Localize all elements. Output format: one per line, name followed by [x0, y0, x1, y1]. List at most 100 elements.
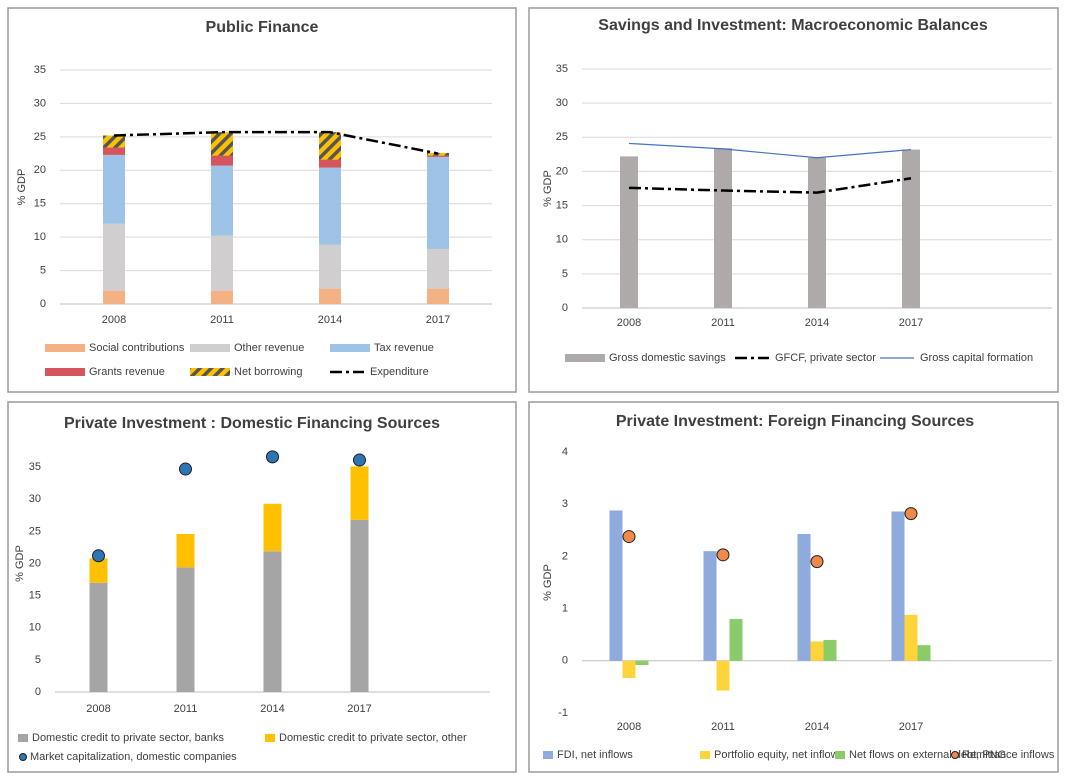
y-tick-label: 15: [34, 198, 46, 210]
bar: [103, 154, 125, 224]
bar: [714, 148, 732, 308]
y-tick-label: 35: [556, 63, 568, 75]
legend-swatch: [45, 344, 85, 352]
line: [113, 130, 439, 155]
x-tick-label: 2014: [318, 314, 342, 326]
y-tick-label: 10: [29, 622, 41, 634]
y-tick-label: 35: [29, 461, 41, 473]
bar: [609, 510, 623, 661]
x-tick-label: 2017: [899, 317, 923, 329]
bar: [797, 533, 811, 661]
bar: [427, 249, 449, 289]
legend-swatch: [190, 368, 230, 376]
y-axis-label: % GDP: [542, 564, 554, 601]
y-axis-label: % GDP: [542, 170, 554, 207]
legend-label: GFCF, private sector: [775, 352, 876, 364]
legend-swatch: [330, 344, 370, 352]
legend-swatch: [835, 751, 845, 759]
legend-label: Expenditure: [370, 366, 429, 378]
bar: [211, 290, 233, 304]
legend-swatch: [565, 354, 605, 362]
x-tick-label: 2017: [426, 314, 450, 326]
bar: [902, 149, 920, 308]
bar: [89, 558, 108, 583]
chart-title: Private Investment: Foreign Financing So…: [616, 413, 974, 430]
bar: [808, 157, 826, 308]
bar: [635, 660, 649, 665]
bar: [211, 165, 233, 236]
y-tick-label: 15: [29, 590, 41, 602]
y-tick-label: 0: [562, 655, 568, 667]
y-tick-label: 10: [556, 234, 568, 246]
legend-swatch: [951, 751, 959, 759]
bar: [211, 235, 233, 291]
dot: [904, 507, 918, 521]
bar: [427, 152, 449, 156]
legend-swatch: [543, 751, 553, 759]
x-tick-label: 2011: [174, 703, 198, 715]
y-tick-label: 1: [562, 603, 568, 615]
y-tick-label: 5: [35, 654, 41, 666]
y-tick-label: 20: [556, 165, 568, 177]
bar: [263, 551, 282, 692]
legend-label: Net borrowing: [234, 366, 302, 378]
dot: [716, 548, 730, 562]
y-tick-label: 20: [29, 557, 41, 569]
legend-swatch: [265, 734, 275, 742]
y-tick-label: 20: [34, 164, 46, 176]
panel-frame: [7, 401, 517, 773]
legend-label: Social contributions: [89, 342, 185, 354]
legend-label: Remittance inflows: [962, 749, 1055, 761]
bar: [729, 619, 743, 661]
legend-swatch: [700, 751, 710, 759]
x-tick-label: 2008: [617, 317, 641, 329]
y-tick-label: 5: [562, 268, 568, 280]
bar: [622, 660, 636, 679]
legend-label: Portfolio equity, net inflows: [714, 749, 845, 761]
dot: [92, 549, 105, 563]
bar: [427, 155, 449, 157]
bar: [703, 551, 717, 661]
y-tick-label: 0: [35, 686, 41, 698]
x-tick-label: 2011: [210, 314, 234, 326]
bar: [891, 511, 905, 661]
legend-swatch: [19, 753, 27, 761]
legend-swatch: [18, 734, 28, 742]
x-tick-label: 2014: [260, 703, 284, 715]
bar: [904, 614, 918, 661]
y-tick-label: 10: [34, 231, 46, 243]
bar: [103, 135, 125, 148]
line: [628, 177, 912, 194]
legend-label: Tax revenue: [374, 342, 434, 354]
bar: [917, 645, 931, 661]
bar: [427, 288, 449, 304]
y-tick-label: 5: [40, 264, 46, 276]
line: [628, 142, 912, 159]
y-tick-label: 35: [34, 64, 46, 76]
legend-label: Other revenue: [234, 342, 304, 354]
legend-swatch: [190, 344, 230, 352]
legend-label: Grants revenue: [89, 366, 165, 378]
x-tick-label: 2011: [711, 721, 735, 733]
legend-label: Market capitalization, domestic companie…: [30, 751, 237, 763]
plot: [609, 507, 931, 691]
panel-frame: [528, 7, 1059, 393]
bar: [319, 167, 341, 245]
y-tick-label: 0: [562, 302, 568, 314]
x-tick-label: 2014: [805, 721, 829, 733]
y-tick-label: -1: [558, 707, 568, 719]
x-tick-label: 2017: [347, 703, 371, 715]
chart-title: Private Investment : Domestic Financing …: [64, 415, 440, 432]
chart-title: Savings and Investment: Macroeconomic Ba…: [598, 17, 988, 34]
y-axis-label: % GDP: [16, 169, 28, 206]
bar: [620, 156, 638, 308]
bar: [350, 519, 369, 692]
plot: [103, 130, 449, 304]
y-tick-label: 25: [29, 525, 41, 537]
legend-label: Domestic credit to private sector, other: [279, 732, 467, 744]
bar: [427, 156, 449, 250]
bar: [263, 503, 282, 552]
legend-label: Gross capital formation: [920, 352, 1033, 364]
dot: [179, 462, 192, 476]
y-tick-label: 25: [34, 131, 46, 143]
